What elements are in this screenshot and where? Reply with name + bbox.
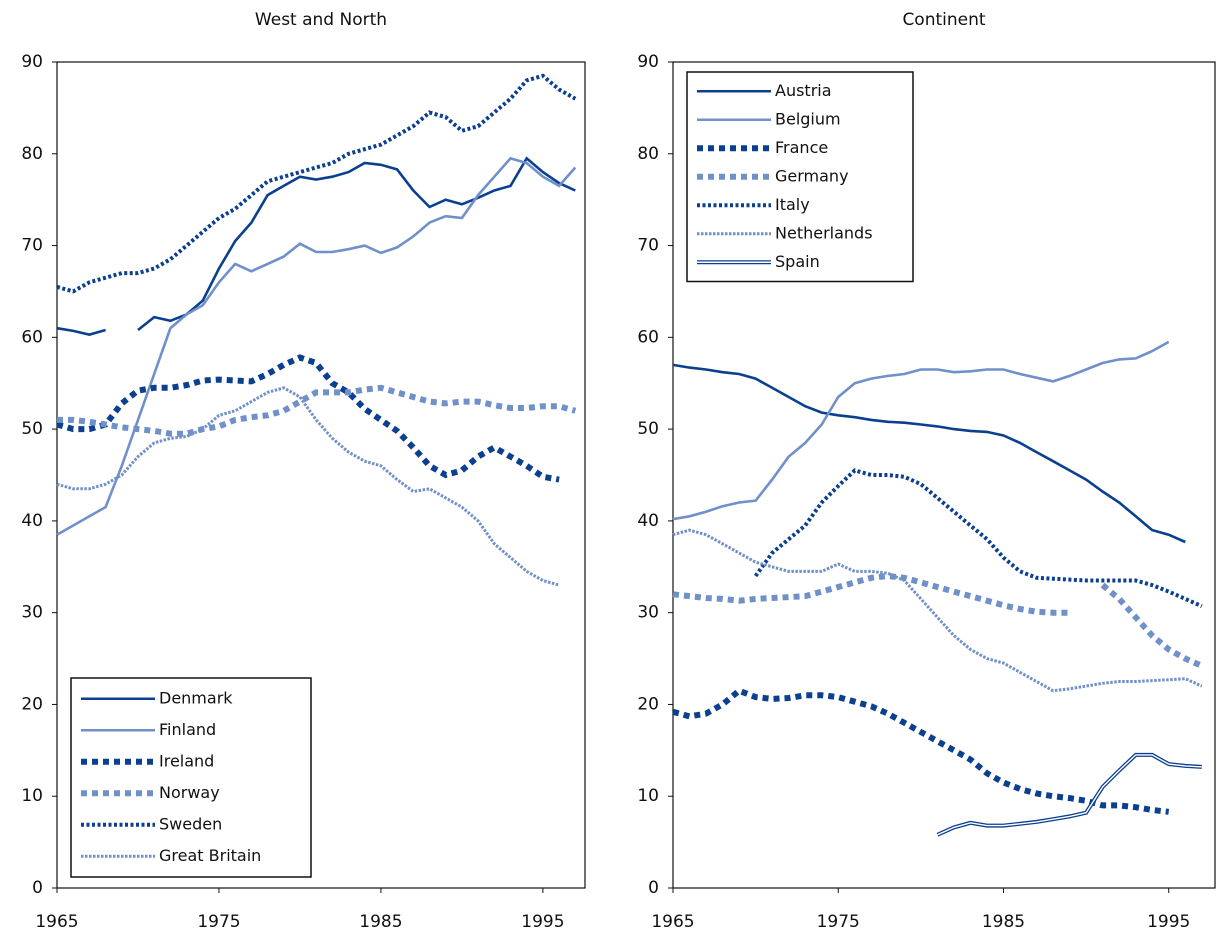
- legend-label: France: [775, 138, 828, 157]
- y-tick-label: 30: [21, 603, 43, 623]
- legend-box: [70, 677, 312, 878]
- series-line: [56, 156, 576, 336]
- x-tick-label: 1985: [359, 912, 402, 932]
- legend-label: Great Britain: [159, 846, 261, 865]
- series-line: [56, 354, 560, 483]
- y-tick-label: 40: [637, 511, 659, 531]
- chart-title: Continent: [902, 10, 985, 30]
- legend-label: Netherlands: [775, 223, 873, 242]
- y-tick-label: 90: [637, 52, 659, 72]
- y-tick-label: 80: [21, 144, 43, 164]
- series-line: [56, 156, 577, 536]
- series-line-inner: [937, 754, 1202, 836]
- y-tick-label: 0: [648, 878, 659, 898]
- x-tick-label: 1965: [35, 912, 78, 932]
- legend-label: Ireland: [159, 751, 214, 770]
- y-tick-label: 70: [21, 236, 43, 256]
- y-tick-label: 70: [637, 236, 659, 256]
- y-tick-label: 90: [21, 52, 43, 72]
- y-tick-label: 50: [21, 419, 43, 439]
- y-tick-label: 60: [637, 327, 659, 347]
- series-line: [56, 386, 560, 587]
- series-line: [672, 340, 1170, 521]
- series-line: [57, 384, 577, 437]
- legend-label: Sweden: [159, 814, 222, 833]
- x-tick-label: 1995: [1147, 912, 1190, 932]
- y-tick-label: 60: [21, 327, 43, 347]
- series-line: [753, 468, 1203, 609]
- y-tick-label: 80: [637, 144, 659, 164]
- y-tick-label: 50: [637, 419, 659, 439]
- legend-label: Austria: [775, 81, 832, 100]
- x-tick-label: 1995: [521, 912, 564, 932]
- x-tick-label: 1975: [197, 912, 240, 932]
- plot-frame: [56, 61, 586, 889]
- plot-frame: [672, 61, 1216, 889]
- series-line: [672, 572, 1204, 669]
- series-line: [672, 528, 1203, 693]
- series-line: [672, 687, 1170, 815]
- legend-label: Spain: [775, 252, 820, 271]
- legend-label: Belgium: [775, 109, 841, 128]
- series-line: [672, 363, 1186, 544]
- y-tick-label: 10: [637, 786, 659, 806]
- y-tick-label: 40: [21, 511, 43, 531]
- legend-label: Italy: [775, 195, 810, 214]
- legend-label: Germany: [775, 166, 849, 185]
- series-line: [56, 73, 577, 294]
- x-tick-label: 1975: [817, 912, 860, 932]
- legend-label: Denmark: [159, 688, 233, 707]
- y-tick-label: 20: [637, 694, 659, 714]
- y-tick-label: 20: [21, 694, 43, 714]
- x-tick-label: 1965: [651, 912, 694, 932]
- x-tick-label: 1985: [982, 912, 1025, 932]
- chart-title: West and North: [255, 10, 387, 30]
- y-tick-label: 0: [32, 878, 43, 898]
- legend-label: Norway: [159, 783, 220, 802]
- y-tick-label: 10: [21, 786, 43, 806]
- y-tick-label: 30: [637, 603, 659, 623]
- legend-label: Finland: [159, 720, 216, 739]
